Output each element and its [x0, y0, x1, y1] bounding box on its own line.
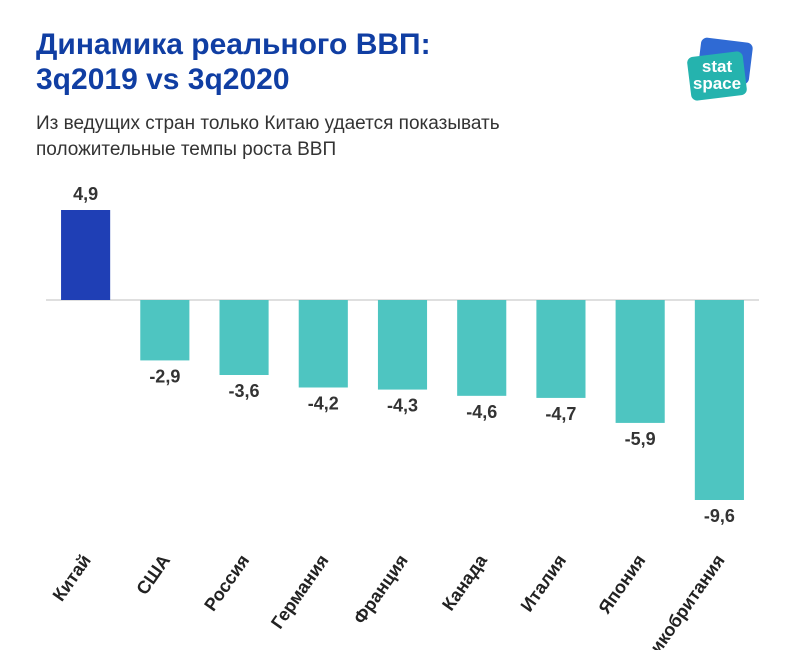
statspace-logo: stat space — [677, 34, 769, 104]
chart-subtitle: Из ведущих стран только Китаю удается по… — [36, 111, 636, 162]
bar-category-label: Германия — [267, 551, 332, 633]
bar-value-label: -4,6 — [466, 402, 497, 422]
bar-category-label: Россия — [200, 551, 253, 615]
bar-category-label: Китай — [49, 551, 95, 605]
bar — [299, 300, 348, 388]
bar-category-label: Япония — [594, 551, 649, 618]
bar — [536, 300, 585, 398]
bar-value-label: -2,9 — [149, 367, 180, 387]
bar-category-label: Франция — [350, 551, 412, 628]
bar — [378, 300, 427, 390]
title-line-1: Динамика реального ВВП: — [36, 28, 431, 61]
bar-value-label: -4,3 — [387, 396, 418, 416]
chart-title: Динамика реального ВВП: 3q2019 vs 3q2020 — [36, 28, 769, 97]
bar — [61, 210, 110, 300]
gdp-bar-chart: 4,9 Китай -2,9 США -3,6 Россия -4,2 Германия -4,… — [36, 170, 769, 650]
bar — [457, 300, 506, 396]
bar-category-label: США — [132, 551, 174, 599]
bar — [219, 300, 268, 375]
bar — [695, 300, 744, 500]
bar — [140, 300, 189, 360]
bar-value-label: -3,6 — [229, 381, 260, 401]
bar-value-label: -4,2 — [308, 394, 339, 414]
bar-value-label: 4,9 — [73, 184, 98, 204]
bar-category-label: Италия — [517, 551, 571, 616]
svg-text:space: space — [693, 74, 741, 93]
bar-category-label: Канада — [438, 550, 491, 614]
bar-value-label: -9,6 — [704, 506, 735, 526]
bar-value-label: -5,9 — [625, 429, 656, 449]
bar-value-label: -4,7 — [545, 404, 576, 424]
bar — [616, 300, 665, 423]
page: Динамика реального ВВП: 3q2019 vs 3q2020… — [0, 0, 805, 654]
header: Динамика реального ВВП: 3q2019 vs 3q2020… — [36, 28, 769, 162]
title-line-2: 3q2019 vs 3q2020 — [36, 63, 290, 96]
gdp-bar-chart-svg: 4,9 Китай -2,9 США -3,6 Россия -4,2 Германия -4,… — [36, 170, 769, 650]
